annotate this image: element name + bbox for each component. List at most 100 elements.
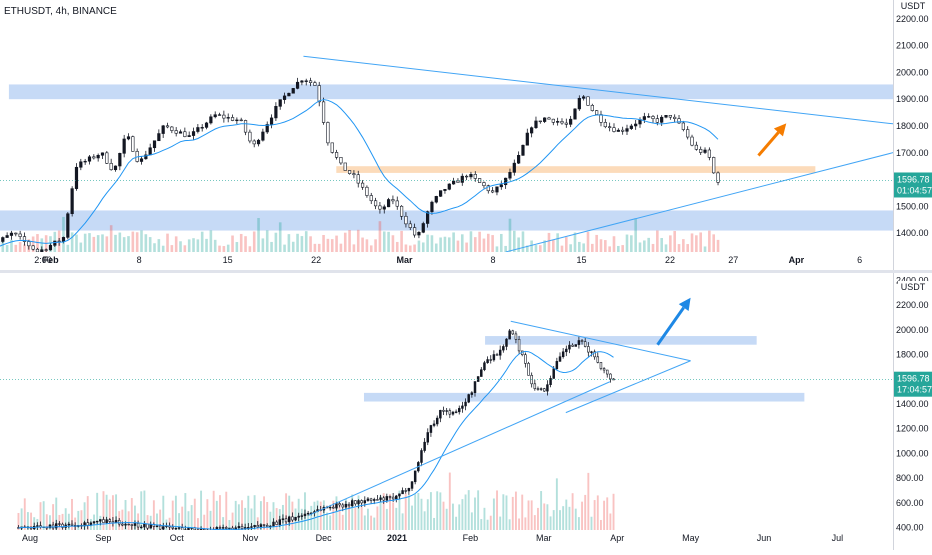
candle [391, 496, 395, 500]
volume-bar [184, 493, 187, 530]
x-tick-label: Sep [95, 533, 111, 543]
candle [552, 368, 555, 379]
volume-bar [206, 499, 209, 530]
candle [593, 351, 596, 358]
volume-bar [203, 514, 206, 530]
volume-bar [231, 512, 234, 530]
candle [577, 97, 581, 110]
volume-bar [521, 494, 524, 530]
candle [177, 527, 181, 529]
candle [421, 223, 425, 233]
candle [651, 116, 655, 119]
volume-bar [630, 235, 633, 252]
volume-bar [310, 505, 313, 530]
candle [278, 99, 282, 107]
volume-bar [608, 246, 611, 252]
volume-bar [127, 236, 130, 252]
volume-bar [179, 241, 182, 252]
candle [408, 223, 412, 228]
volume-bar [205, 238, 208, 252]
candle [222, 114, 226, 119]
candle [621, 129, 625, 132]
candle [473, 174, 477, 179]
volume-bar [429, 492, 432, 530]
volume-bar [200, 231, 204, 252]
candle [213, 114, 217, 118]
plot-area [0, 55, 893, 252]
volume-bar [599, 239, 603, 252]
candle [560, 121, 564, 124]
candle [352, 173, 356, 176]
volume-bar [348, 505, 351, 530]
candle [677, 118, 681, 124]
volume-bar [360, 506, 363, 530]
volume-bar [634, 218, 637, 252]
candle [473, 381, 477, 394]
volume-bar [587, 472, 590, 530]
y-tick-label: 400.00 [896, 523, 924, 533]
candle [404, 490, 407, 492]
candle [350, 500, 354, 507]
candle [378, 205, 382, 210]
volume-bar [171, 500, 174, 530]
volume-bar [326, 238, 330, 252]
y-tick-label: 1200.00 [896, 424, 929, 434]
volume-bar [460, 234, 464, 252]
candle [603, 122, 607, 128]
volume-bar [511, 496, 514, 530]
plot-area [17, 297, 805, 530]
y-tick-label: 1500.00 [896, 201, 929, 211]
volume-bar [461, 499, 464, 530]
candle [92, 521, 96, 524]
volume-bar [595, 234, 598, 252]
volume-bar [499, 233, 503, 252]
volume-bar [482, 238, 486, 252]
candle [121, 523, 124, 526]
volume-bar [546, 504, 549, 530]
volume-bar [586, 231, 590, 252]
trendline-2 [308, 381, 611, 516]
candle [573, 108, 577, 120]
volume-bar [467, 490, 470, 530]
candle [278, 519, 282, 525]
last-price-label: 1596.78 [897, 374, 930, 384]
candle [605, 369, 609, 375]
volume-bar [330, 239, 334, 252]
candle [92, 156, 96, 159]
candle [373, 200, 378, 207]
candle [217, 114, 222, 116]
candle [262, 524, 266, 526]
volume-bar [625, 234, 629, 252]
x-tick-label: 22 [311, 255, 321, 265]
y-tick-label: 2200.00 [896, 300, 929, 310]
volume-bar [250, 508, 253, 530]
candle [338, 503, 341, 506]
candle [284, 518, 288, 523]
volume-bar [508, 218, 512, 252]
candle [458, 408, 461, 413]
candle [530, 127, 534, 134]
candle [556, 121, 560, 123]
volume-bar [193, 498, 196, 530]
volume-bar [174, 236, 178, 252]
volume-bar [71, 498, 73, 530]
candle [426, 211, 430, 224]
volume-bar [447, 237, 451, 252]
candle [365, 186, 369, 196]
candle [407, 488, 411, 492]
candle [149, 524, 152, 529]
candle [9, 232, 14, 236]
last-price-label: 1596.78 [897, 174, 930, 184]
volume-bar [39, 502, 42, 530]
blue-zone-2 [0, 210, 893, 231]
candle [291, 88, 295, 94]
volume-bar [530, 240, 533, 252]
candle [412, 227, 417, 236]
volume-bar [452, 232, 455, 252]
candle [486, 185, 490, 192]
candle [590, 351, 593, 353]
volume-bar [272, 502, 275, 530]
volume-bar [621, 245, 624, 252]
candle [586, 96, 590, 106]
